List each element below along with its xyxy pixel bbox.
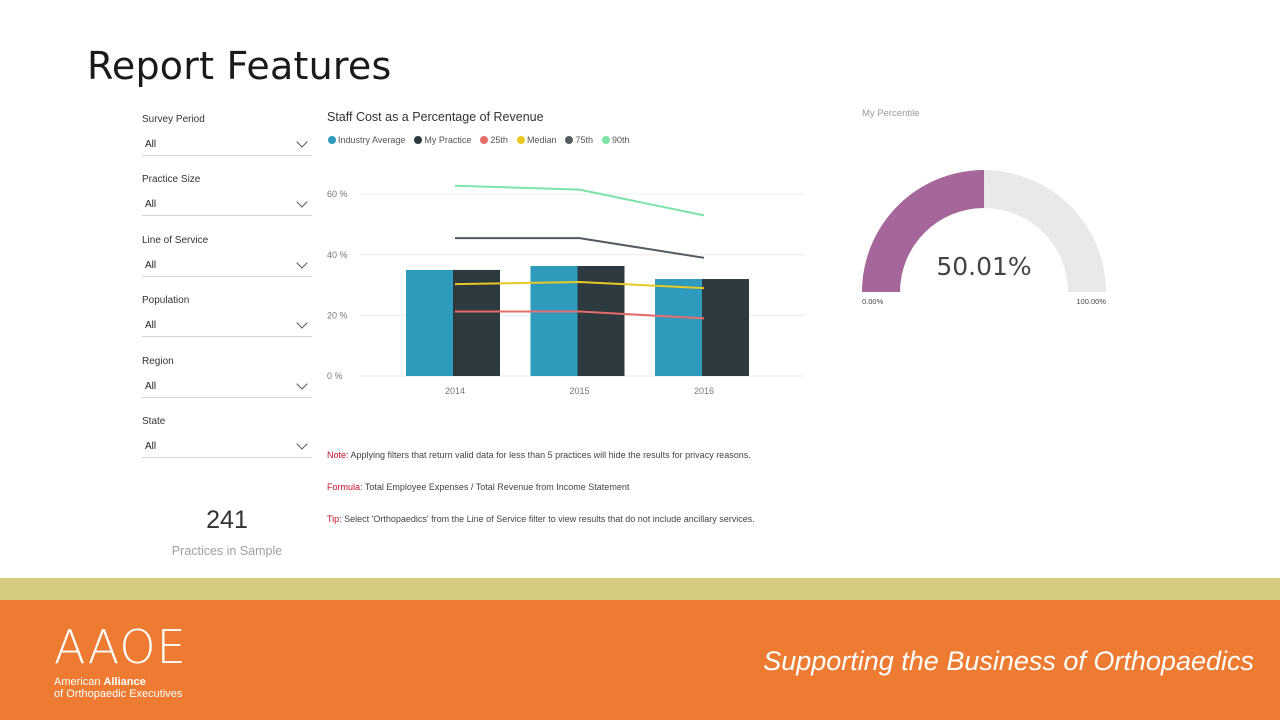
chevron-down-icon (296, 438, 308, 450)
gauge-min-label: 0.00% (862, 297, 884, 306)
gauge-value: 50.01% (936, 252, 1032, 281)
bar-industry-average (655, 279, 702, 376)
legend-item-industry-average[interactable]: Industry Average (328, 135, 405, 145)
tip-key: Tip: (327, 514, 342, 524)
chart-legend: Industry Average My Practice 25th Median… (328, 135, 639, 145)
note-key: Note: (327, 450, 349, 460)
slicer-practice-size: Practice Size All (142, 173, 312, 216)
region-dropdown[interactable]: All (142, 375, 312, 398)
chart-title: Staff Cost as a Percentage of Revenue (327, 110, 544, 124)
chevron-down-icon (296, 257, 308, 269)
y-tick-label: 60 % (327, 189, 348, 199)
bar-industry-average (406, 269, 453, 376)
legend-dot (516, 136, 525, 144)
chevron-down-icon (296, 136, 308, 148)
dropdown-value: All (145, 199, 157, 210)
legend-label: Industry Average (338, 135, 406, 145)
practice-size-dropdown[interactable]: All (142, 193, 312, 216)
x-tick-label: 2014 (445, 386, 465, 396)
slicer-label: Practice Size (142, 174, 201, 185)
legend-item-25th[interactable]: 25th (480, 135, 508, 145)
aaoe-logo: AAOE (54, 620, 187, 674)
bar-industry-average (530, 266, 578, 376)
dropdown-value: All (145, 320, 157, 331)
tip-text: Tip: Select 'Orthopaedics' from the Line… (327, 514, 755, 524)
slicer-label: State (142, 416, 166, 427)
legend-dot (414, 136, 423, 144)
dropdown-value: All (145, 139, 157, 150)
practices-count-label: Practices in Sample (171, 544, 283, 558)
note-text: Note: Applying filters that return valid… (327, 450, 751, 460)
dropdown-value: All (145, 381, 157, 392)
legend-label: 75th (575, 135, 593, 145)
formula-text: Formula: Total Employee Expenses / Total… (327, 482, 629, 492)
note-body: Applying filters that return valid data … (348, 450, 751, 460)
gauge-title: My Percentile (862, 108, 920, 119)
gauge-max-label: 100.00% (1076, 297, 1106, 306)
chevron-down-icon (296, 378, 308, 390)
state-dropdown[interactable]: All (142, 435, 312, 458)
slicer-state: State All (142, 415, 312, 458)
dropdown-value: All (145, 260, 157, 271)
page-title: Report Features (87, 44, 392, 88)
bar-my-practice (702, 279, 749, 376)
slicer-label: Region (142, 356, 174, 367)
y-tick-label: 20 % (327, 310, 348, 320)
slicer-label: Line of Service (142, 235, 209, 246)
line-series-75th (455, 237, 705, 259)
y-tick-label: 0 % (327, 371, 343, 381)
line-of-service-dropdown[interactable]: All (142, 254, 312, 277)
logo-org-line2: of Orthopaedic Executives (54, 688, 183, 700)
survey-period-dropdown[interactable]: All (142, 133, 312, 156)
tip-body: Select 'Orthopaedics' from the Line of S… (341, 514, 755, 524)
slicer-label: Population (142, 295, 190, 306)
dropdown-value: All (145, 441, 157, 452)
footer-accent-band (0, 578, 1280, 600)
chevron-down-icon (296, 317, 308, 329)
gauge-fill (862, 170, 985, 292)
legend-dot (480, 136, 489, 144)
percentile-gauge (862, 170, 1106, 292)
legend-dot (602, 136, 610, 144)
slicer-line-of-service: Line of Service All (142, 234, 312, 277)
y-tick-label: 40 % (327, 250, 348, 260)
footer: AAOE American Alliance of Orthopaedic Ex… (0, 600, 1280, 720)
line-series-25th (455, 310, 705, 320)
line-series-median (454, 281, 705, 290)
legend-item-90th[interactable]: 90th (602, 135, 630, 145)
logo-org-bold: Alliance (103, 676, 146, 688)
legend-label: 90th (612, 135, 630, 145)
x-tick-label: 2016 (694, 386, 714, 396)
tagline: Supporting the Business of Orthopaedics (763, 646, 1254, 676)
legend-item-my-practice[interactable]: My Practice (414, 135, 471, 145)
staff-cost-chart: 0 % 20 % 40 % 60 % 2014 2015 2016 (327, 184, 805, 396)
slicer-label: Survey Period (142, 114, 205, 125)
line-series-90th (454, 184, 705, 217)
legend-item-median[interactable]: Median (516, 135, 557, 145)
slicer-survey-period: Survey Period All (142, 113, 312, 156)
logo-org-prefix: American (54, 676, 104, 688)
legend-label: 25th (490, 135, 508, 145)
legend-dot (565, 136, 574, 144)
practices-count: 241 (206, 506, 248, 534)
legend-label: My Practice (424, 135, 472, 145)
slicer-population: Population All (142, 294, 312, 337)
legend-label: Median (526, 135, 557, 145)
logo-org-line1: American Alliance (54, 676, 146, 688)
legend-dot (328, 136, 336, 144)
formula-key: Formula: (327, 482, 363, 492)
legend-item-75th[interactable]: 75th (565, 135, 593, 145)
population-dropdown[interactable]: All (142, 314, 312, 337)
formula-body: Total Employee Expenses / Total Revenue … (362, 482, 630, 492)
bar-my-practice (453, 269, 500, 376)
chevron-down-icon (296, 196, 308, 208)
slicer-region: Region All (142, 355, 312, 398)
x-tick-label: 2015 (569, 386, 589, 396)
